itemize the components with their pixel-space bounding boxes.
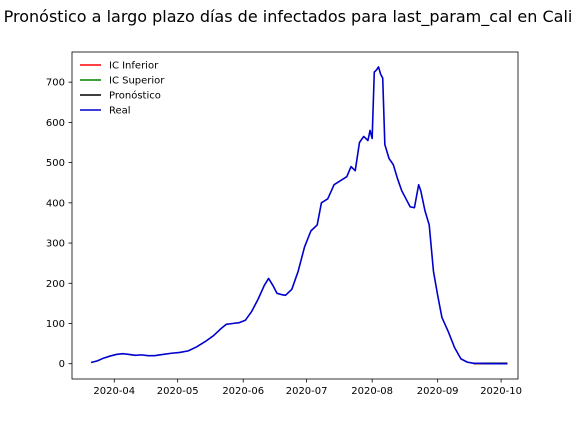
legend: IC Inferior IC Superior Pronóstico Real: [80, 61, 165, 117]
y-tick-label: 600: [46, 118, 65, 129]
x-tick-label: 2020-07: [286, 386, 328, 397]
plot-area: [90, 66, 508, 365]
x-tick-label: 2020-10: [480, 386, 522, 397]
y-tick-label: 500: [46, 158, 65, 169]
x-tick-label: 2020-06: [222, 386, 264, 397]
x-tick-label: 2020-08: [351, 386, 393, 397]
legend-label: Pronóstico: [109, 90, 161, 102]
series-line-3: [90, 66, 508, 365]
x-tick-label: 2020-09: [417, 386, 459, 397]
legend-label: IC Inferior: [109, 61, 159, 72]
y-tick-label: 200: [46, 279, 65, 290]
axes: 2020-04 2020-05 2020-06 2020-07 2020-08 2020-…: [46, 51, 522, 397]
y-tick-label: 300: [46, 239, 65, 250]
x-tick-label: 2020-05: [157, 386, 199, 397]
y-tick-label: 400: [46, 198, 65, 209]
y-tick-label: 100: [46, 319, 65, 330]
legend-label: Real: [109, 106, 131, 117]
x-tick-label: 2020-04: [93, 386, 135, 397]
y-tick-label: 700: [46, 78, 65, 89]
chart-title: Pronóstico a largo plazo días de infecta…: [4, 7, 573, 27]
legend-label: IC Superior: [109, 76, 165, 87]
axes-frame: [71, 51, 519, 380]
y-tick-label: 0: [59, 359, 65, 370]
